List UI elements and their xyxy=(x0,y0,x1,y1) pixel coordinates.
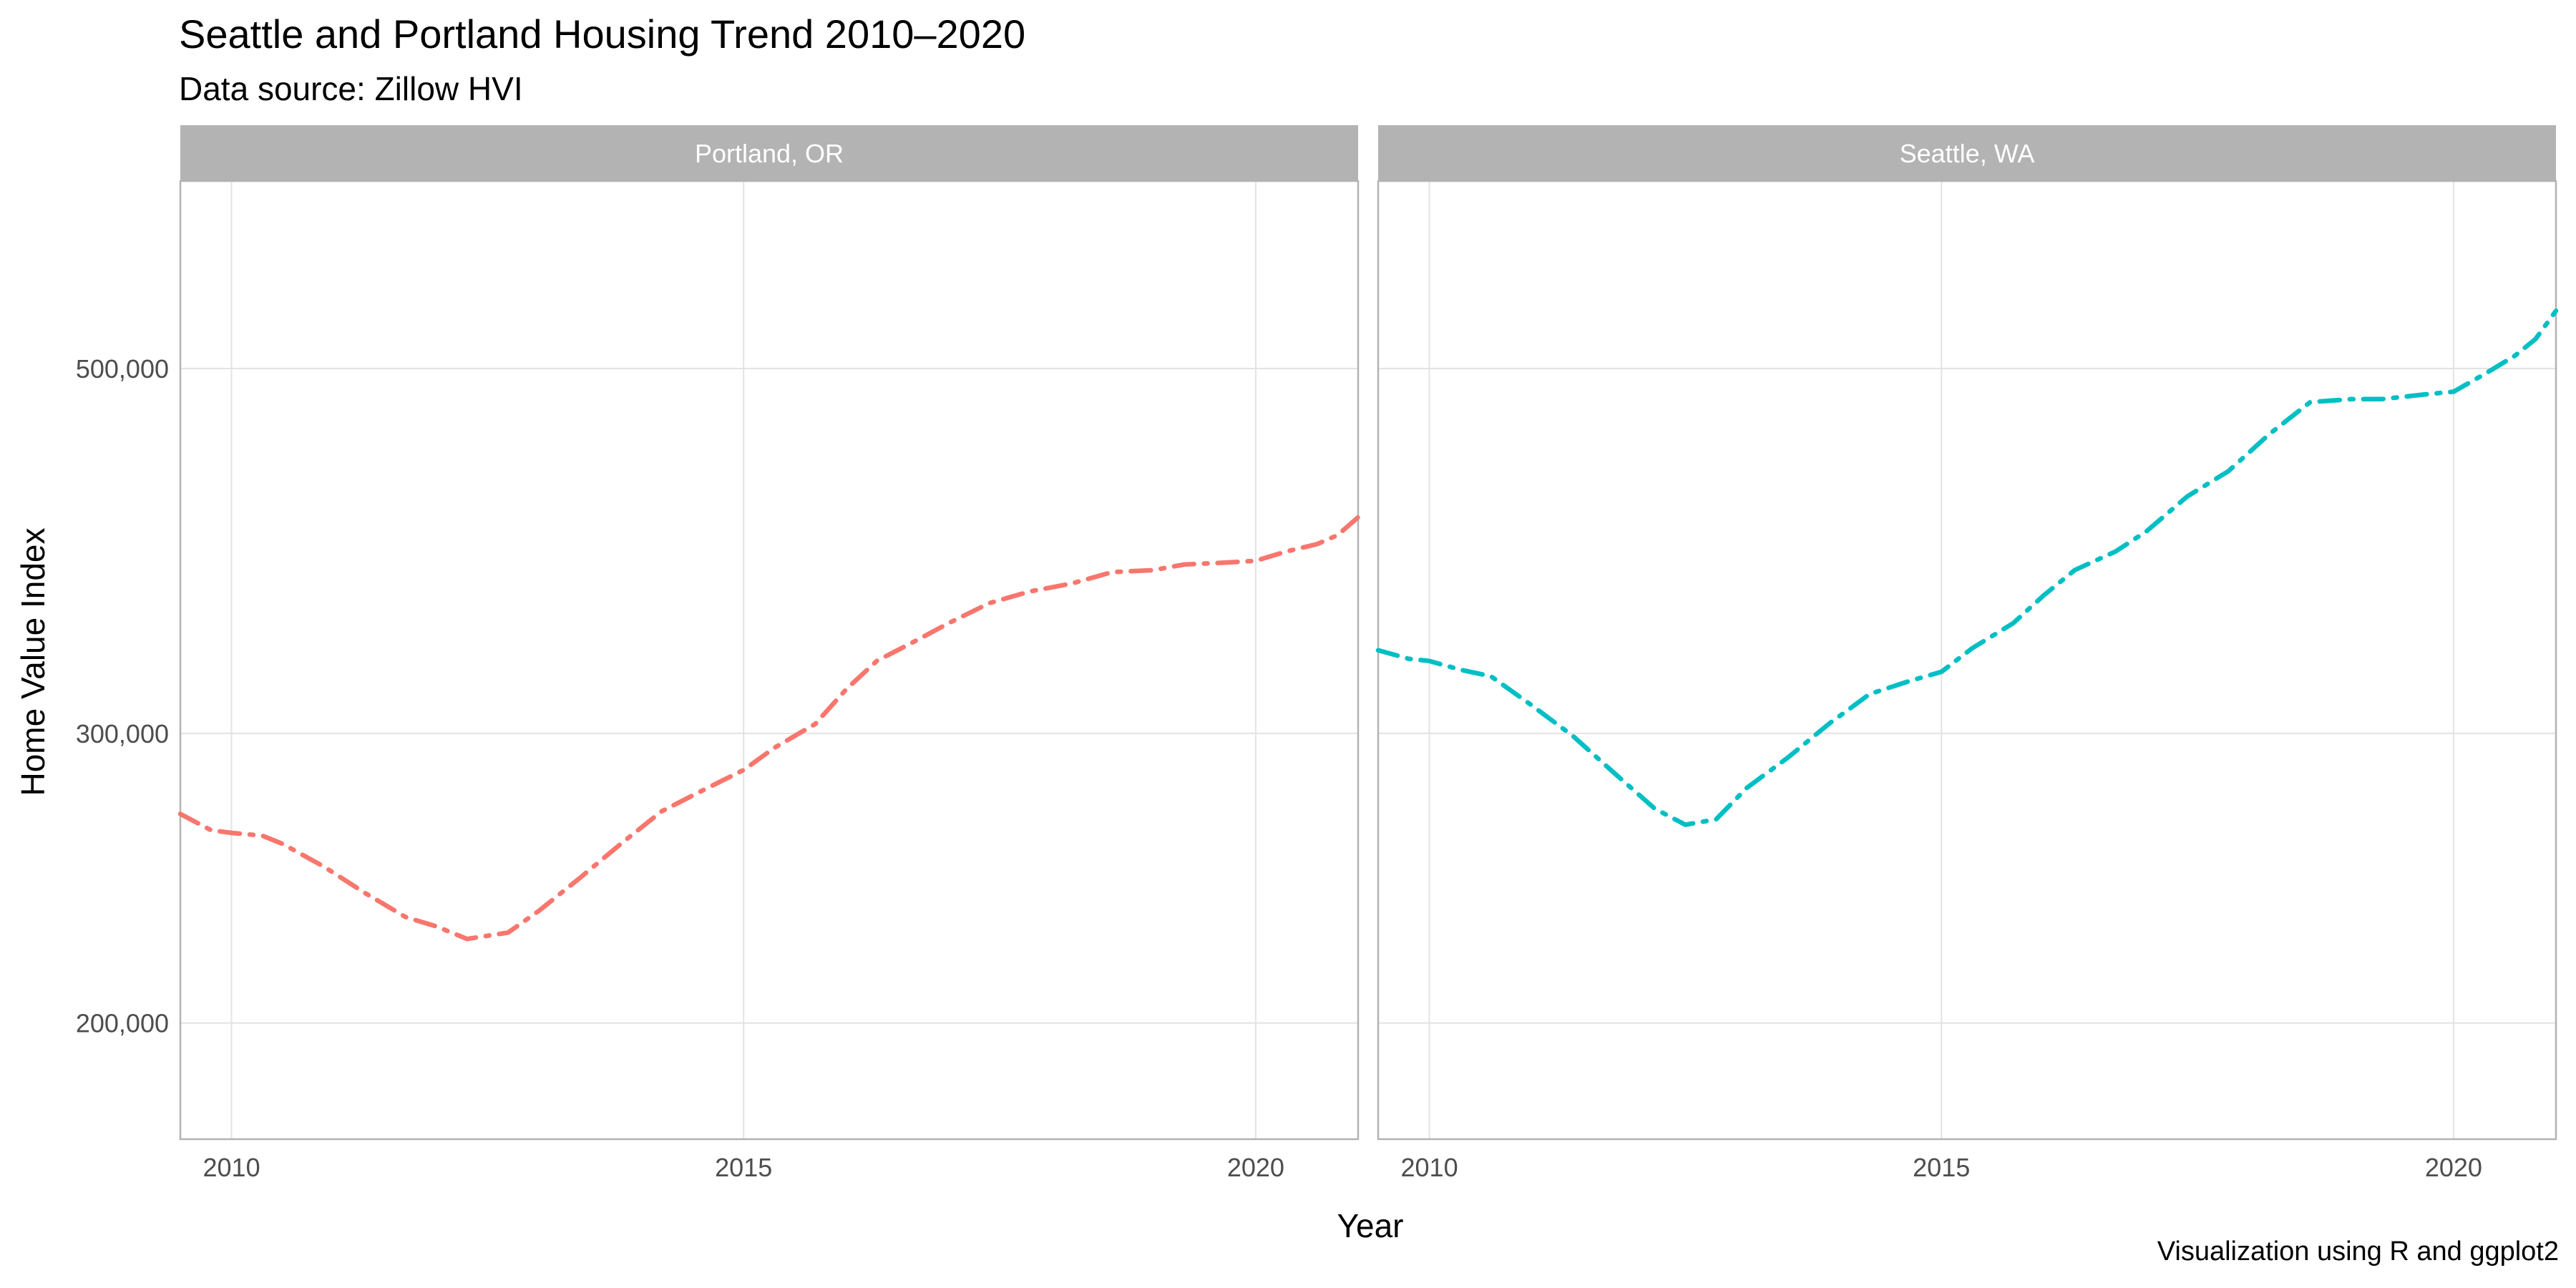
y-tick-label: 200,000 xyxy=(76,1009,169,1038)
facet-strip xyxy=(180,125,1358,181)
chart-title: Seattle and Portland Housing Trend 2010–… xyxy=(179,11,1026,57)
y-tick-label: 300,000 xyxy=(76,719,169,748)
panel-border xyxy=(179,180,1360,1141)
y-axis-title: Home Value Index xyxy=(14,527,52,796)
panel-border xyxy=(1377,180,2557,1141)
x-tick-label: 2010 xyxy=(1401,1153,1458,1182)
x-tick-label: 2020 xyxy=(2425,1153,2482,1182)
chart-caption: Visualization using R and ggplot2 xyxy=(2157,1236,2559,1267)
x-tick-label: 2015 xyxy=(1913,1153,1970,1182)
x-tick-label: 2010 xyxy=(203,1153,260,1182)
portland-series-line xyxy=(177,514,1361,942)
y-tick-label: 500,000 xyxy=(76,354,169,384)
seattle-series-line xyxy=(1375,308,2559,827)
x-axis-title: Year xyxy=(1337,1207,1404,1244)
x-tick-label: 2015 xyxy=(715,1153,772,1182)
facet-strip xyxy=(1378,125,2556,181)
facet-strip-label: Portland, OR xyxy=(695,139,844,168)
chart-subtitle: Data source: Zillow HVI xyxy=(179,70,523,107)
facet-strip-label: Seattle, WA xyxy=(1900,139,2035,168)
x-tick-label: 2020 xyxy=(1227,1153,1284,1182)
